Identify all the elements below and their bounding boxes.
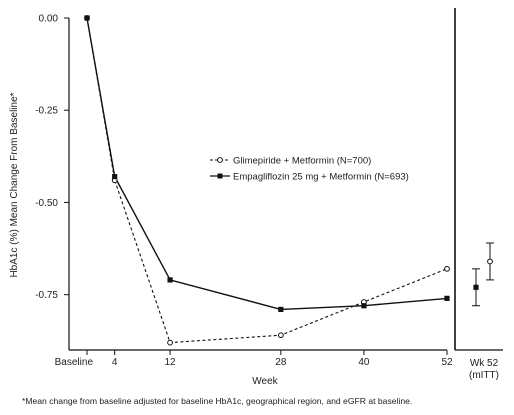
side-mean-point (487, 258, 493, 265)
series-point-1 (167, 277, 173, 283)
y-tick-label: -0.25 (35, 106, 58, 117)
x-tick-label: Baseline (55, 357, 94, 368)
y-tick-label: -0.75 (35, 290, 58, 301)
side-mean-point (473, 284, 479, 290)
y-ticks: 0.00 -0.25 -0.50 -0.75 (35, 14, 69, 301)
series-layer (84, 15, 450, 346)
x-axis-title: Week (252, 376, 278, 387)
y-tick-label: 0.00 (39, 14, 59, 25)
x-tick-label: 40 (358, 357, 370, 368)
legend-marker-glimepiride (217, 157, 223, 163)
series-point-1 (361, 303, 367, 309)
series-point-1 (112, 174, 118, 180)
legend-label-glimepiride: Glimepiride + Metformin (N=700) (233, 156, 371, 167)
series-point-0 (167, 339, 173, 346)
legend: Glimepiride + Metformin (N=700) Empaglif… (210, 156, 409, 183)
x-tick-label: 52 (441, 357, 453, 368)
footnote: *Mean change from baseline adjusted for … (22, 396, 412, 406)
series-line-1 (86, 17, 448, 311)
legend-label-empagliflozin: Empagliflozin 25 mg + Metformin (N=693) (233, 172, 409, 183)
series-line-0 (86, 17, 448, 344)
series-point-1 (444, 295, 450, 301)
legend-marker-empagliflozin (217, 173, 223, 179)
x-ticks: Baseline 4 12 28 40 52 (55, 350, 453, 368)
series-point-1 (84, 15, 90, 21)
series-point-1 (278, 306, 284, 313)
side-tick-label-mitt: (mITT) (469, 370, 499, 381)
side-panel (472, 242, 494, 307)
x-tick-label: 28 (275, 357, 287, 368)
series-point-0 (444, 265, 450, 272)
x-tick-label: 4 (112, 357, 118, 368)
side-tick-label-week: Wk 52 (470, 358, 499, 369)
y-tick-label: -0.50 (35, 198, 58, 209)
x-tick-label: 12 (165, 357, 177, 368)
y-axis-title: HbA1c (%) Mean Change From Baseline* (9, 92, 20, 277)
series-point-0 (277, 332, 284, 339)
